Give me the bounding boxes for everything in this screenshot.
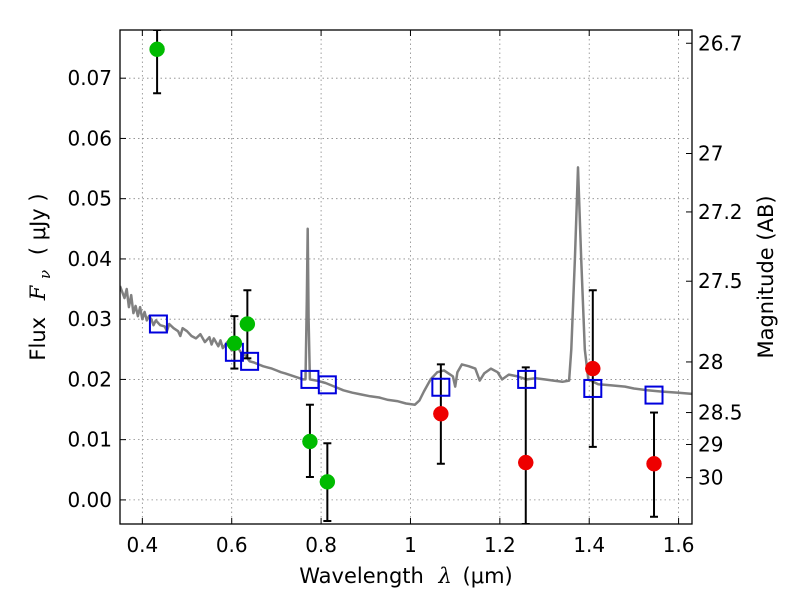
x-tick-label: 0.4 bbox=[126, 533, 158, 557]
green-data-point bbox=[302, 433, 318, 450]
x-tick-label: 1 bbox=[404, 533, 417, 557]
x-axis-label-prefix: Wavelength bbox=[299, 564, 424, 588]
y-tick-label: 0.00 bbox=[67, 488, 112, 512]
y2-tick-label: 28.5 bbox=[698, 401, 743, 425]
green-data-point bbox=[149, 41, 165, 58]
y-tick-label: 0.02 bbox=[67, 367, 112, 391]
y2-tick-label: 26.7 bbox=[698, 31, 743, 55]
y-tick-label: 0.06 bbox=[67, 126, 112, 150]
model-photometry-square bbox=[317, 375, 337, 395]
red-data-point bbox=[585, 360, 601, 377]
plot-frame bbox=[119, 29, 693, 525]
y2-tick-label: 27 bbox=[698, 142, 723, 166]
x-axis-label-symbol: λ bbox=[438, 564, 452, 588]
y-tick-label: 0.03 bbox=[67, 307, 112, 331]
red-data-point bbox=[518, 454, 534, 471]
y-axis-label: Flux F ν ( μJy ) bbox=[26, 193, 55, 360]
model-photometry-square bbox=[583, 378, 603, 398]
x-axis-label: Wavelength λ (μm) bbox=[299, 564, 512, 588]
x-axis-label-unit: (μm) bbox=[463, 564, 513, 588]
green-data-point bbox=[239, 316, 256, 332]
model-photometry-square bbox=[240, 351, 260, 371]
green-data-point bbox=[226, 335, 243, 352]
y-axis-label-prefix: Flux bbox=[26, 317, 50, 361]
model-photometry-square bbox=[644, 385, 664, 405]
y2-tick-label: 27.5 bbox=[698, 269, 743, 293]
y-axis-label-unit: ( μJy ) bbox=[26, 193, 50, 255]
y2-tick-label: 29 bbox=[698, 432, 723, 456]
y2-tick-label: 27.2 bbox=[698, 200, 743, 224]
x-tick-label: 1.6 bbox=[663, 533, 695, 557]
y2-tick-label: 28 bbox=[698, 350, 723, 374]
y-tick-label: 0.01 bbox=[67, 428, 112, 452]
x-tick-label: 1.2 bbox=[484, 533, 516, 557]
y-axis-label-subscript: ν bbox=[36, 270, 54, 279]
model-spectrum-line bbox=[120, 166, 692, 406]
model-photometry-square bbox=[517, 369, 537, 389]
y-tick-label: 0.05 bbox=[67, 187, 112, 211]
y2-tick-label: 30 bbox=[698, 466, 723, 490]
red-data-point bbox=[433, 406, 449, 422]
y-axis-label-symbol: F bbox=[26, 284, 50, 301]
model-photometry-square bbox=[431, 377, 451, 397]
model-spectrum bbox=[120, 166, 692, 406]
x-tick-label: 0.8 bbox=[305, 533, 337, 557]
x-tick-label: 1.4 bbox=[573, 533, 605, 557]
axis-ticks: 0.4 0.6 0.8 1 1.2 1.4 1.6 0.00 0.01 0.02 0.03 0.04 0… bbox=[67, 30, 743, 557]
y-tick-label: 0.07 bbox=[67, 66, 112, 90]
x-tick-label: 0.6 bbox=[216, 533, 248, 557]
model-photometry-square bbox=[148, 314, 168, 334]
grid-lines bbox=[120, 30, 692, 524]
red-data-point bbox=[646, 456, 662, 472]
data-points bbox=[148, 30, 664, 524]
y-tick-label: 0.04 bbox=[67, 247, 112, 271]
green-data-point bbox=[319, 474, 336, 490]
y2-axis-label: Magnitude (AB) bbox=[754, 195, 778, 358]
